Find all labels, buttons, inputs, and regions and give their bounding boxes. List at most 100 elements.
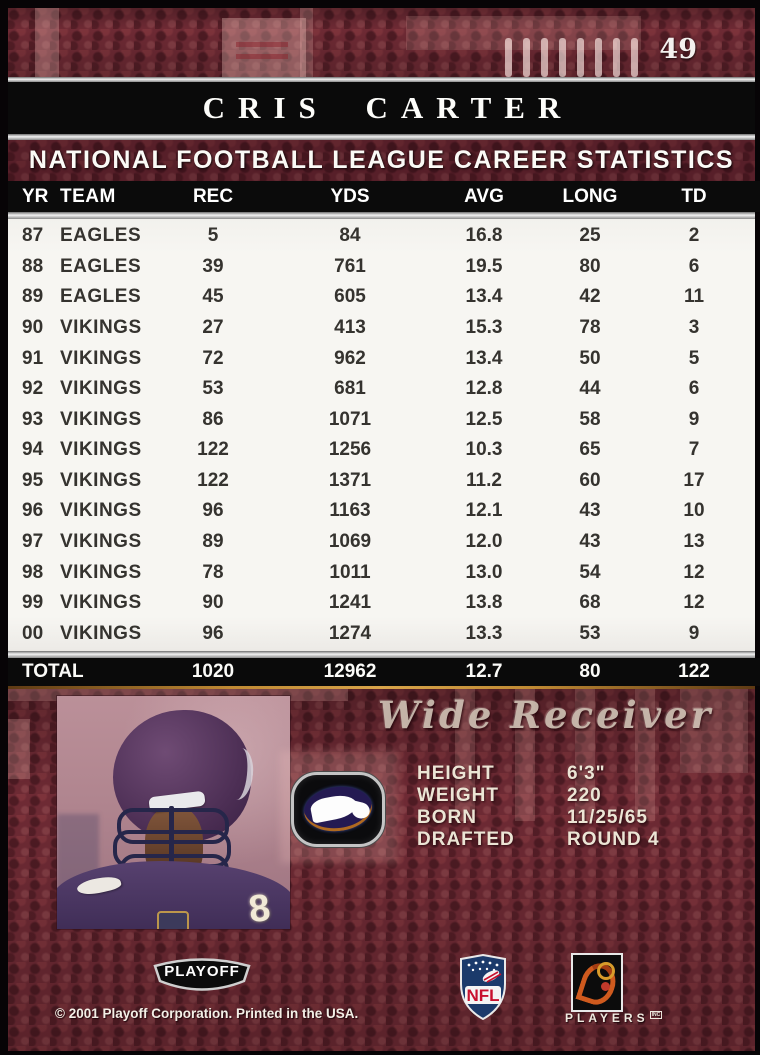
- table-cell: 6: [688, 378, 700, 400]
- bio-row: WEIGHT 220: [417, 785, 660, 807]
- bio-value: 11/25/65: [567, 807, 648, 828]
- total-cell: 80: [579, 661, 601, 682]
- table-cell: 13.0: [465, 561, 503, 583]
- stats-header: YR TEAM REC YDS AVG LONG TD: [8, 181, 760, 212]
- table-row: 99 VIKINGS 90 1241 13.8 68 12: [8, 588, 755, 619]
- card-number: 49: [659, 34, 697, 65]
- table-cell: VIKINGS: [60, 531, 142, 553]
- table-row: 98 VIKINGS 78 1011 13.0 54 12: [8, 557, 755, 588]
- table-cell: 99: [22, 592, 44, 614]
- lace-mark: [577, 38, 584, 77]
- table-cell: 89: [202, 531, 224, 553]
- table-cell: 9: [688, 622, 700, 644]
- table-cell: 97: [22, 531, 44, 553]
- nfl-shield-logo: NFL: [460, 953, 506, 1025]
- lace-mark: [541, 38, 548, 77]
- table-cell: 12.5: [465, 408, 503, 430]
- vikings-horn-icon: [309, 792, 359, 824]
- table-cell: 98: [22, 561, 44, 583]
- top-leather-band: 49: [8, 8, 755, 77]
- table-cell: 90: [202, 592, 224, 614]
- table-cell: 413: [334, 317, 366, 339]
- table-row: 93 VIKINGS 86 1071 12.5 58 9: [8, 404, 755, 435]
- table-row: 00 VIKINGS 96 1274 13.3 53 9: [8, 619, 755, 650]
- table-cell: 72: [202, 347, 224, 369]
- bio-row: BORN 11/25/65: [417, 807, 660, 829]
- table-cell: 962: [334, 347, 366, 369]
- total-cell: 1020: [191, 661, 235, 682]
- silver-divider: [8, 134, 755, 140]
- table-cell: 78: [202, 561, 224, 583]
- table-cell: 13.3: [465, 622, 503, 644]
- table-cell: 80: [579, 255, 601, 277]
- bottom-leather-zone: Wide Receiver 8: [8, 689, 755, 1051]
- table-cell: 1371: [328, 469, 372, 491]
- nfl-logo-text: NFL: [466, 986, 499, 1005]
- table-cell: 43: [579, 500, 601, 522]
- table-cell: 1274: [328, 622, 372, 644]
- stats-title-band: NATIONAL FOOTBALL LEAGUE CAREER STATISTI…: [8, 140, 755, 181]
- bio-row: DRAFTED ROUND 4: [417, 829, 660, 851]
- table-cell: 5: [688, 347, 700, 369]
- table-cell: 39: [202, 255, 224, 277]
- table-cell: 681: [334, 378, 366, 400]
- field-patch-line: [236, 54, 288, 59]
- stats-total-row: TOTAL 1020 12962 12.7 80 122: [8, 658, 760, 686]
- bio-label: BORN: [417, 807, 477, 828]
- bio-value: 220: [567, 785, 602, 806]
- header-cell-long: LONG: [562, 185, 618, 207]
- top-band-shade: [8, 8, 755, 77]
- lace-mark: [595, 38, 602, 77]
- table-row: 97 VIKINGS 89 1069 12.0 43 13: [8, 527, 755, 558]
- bio-value: ROUND 4: [567, 829, 660, 850]
- table-cell: 87: [22, 225, 44, 247]
- table-cell: 605: [334, 286, 366, 308]
- table-cell: 27: [202, 317, 224, 339]
- field-patch: [8, 719, 30, 779]
- vikings-logo-badge: [291, 772, 385, 847]
- player-name-banner: CRIS CARTER: [8, 82, 755, 134]
- table-row: 89 EAGLES 45 605 13.4 42 11: [8, 282, 755, 313]
- table-cell: 68: [579, 592, 601, 614]
- players-dot-icon: [601, 982, 610, 991]
- position-script: Wide Receiver: [378, 693, 714, 737]
- table-row: 91 VIKINGS 72 962 13.4 50 5: [8, 343, 755, 374]
- table-row: 88 EAGLES 39 761 19.5 80 6: [8, 252, 755, 283]
- total-cell: 12.7: [465, 661, 503, 682]
- table-cell: VIKINGS: [60, 500, 142, 522]
- table-cell: 58: [579, 408, 601, 430]
- table-cell: 122: [197, 439, 229, 461]
- jersey-number: 8: [246, 886, 273, 929]
- table-cell: VIKINGS: [60, 439, 142, 461]
- table-cell: VIKINGS: [60, 347, 142, 369]
- field-patch: [680, 689, 748, 773]
- table-cell: 11: [683, 286, 705, 308]
- player-name: CRIS CARTER: [202, 90, 574, 125]
- field-stripe: [35, 8, 59, 77]
- table-cell: 65: [579, 439, 601, 461]
- table-cell: VIKINGS: [60, 561, 142, 583]
- table-cell: 88: [22, 255, 44, 277]
- table-cell: 12: [683, 592, 705, 614]
- table-cell: 12.8: [465, 378, 503, 400]
- table-cell: 15.3: [465, 317, 503, 339]
- field-stripe: [515, 689, 535, 821]
- table-cell: 45: [202, 286, 224, 308]
- players-inc-mark: INC: [649, 1011, 663, 1019]
- table-cell: 53: [579, 622, 601, 644]
- player-photo: 8: [57, 696, 290, 929]
- playoff-logo: PLAYOFF: [150, 952, 254, 1009]
- table-cell: 96: [22, 500, 44, 522]
- table-cell: 43: [579, 531, 601, 553]
- table-cell: 42: [579, 286, 601, 308]
- table-cell: 25: [579, 225, 601, 247]
- shoulder-horn-decal: [75, 872, 123, 899]
- table-cell: VIKINGS: [60, 622, 142, 644]
- total-cell: 12962: [323, 661, 377, 682]
- table-cell: 00: [22, 622, 44, 644]
- silver-divider: [8, 212, 755, 219]
- field-stripe: [300, 8, 313, 77]
- table-cell: 44: [579, 378, 601, 400]
- table-cell: 92: [22, 378, 44, 400]
- players-inc-logo: [573, 955, 621, 1010]
